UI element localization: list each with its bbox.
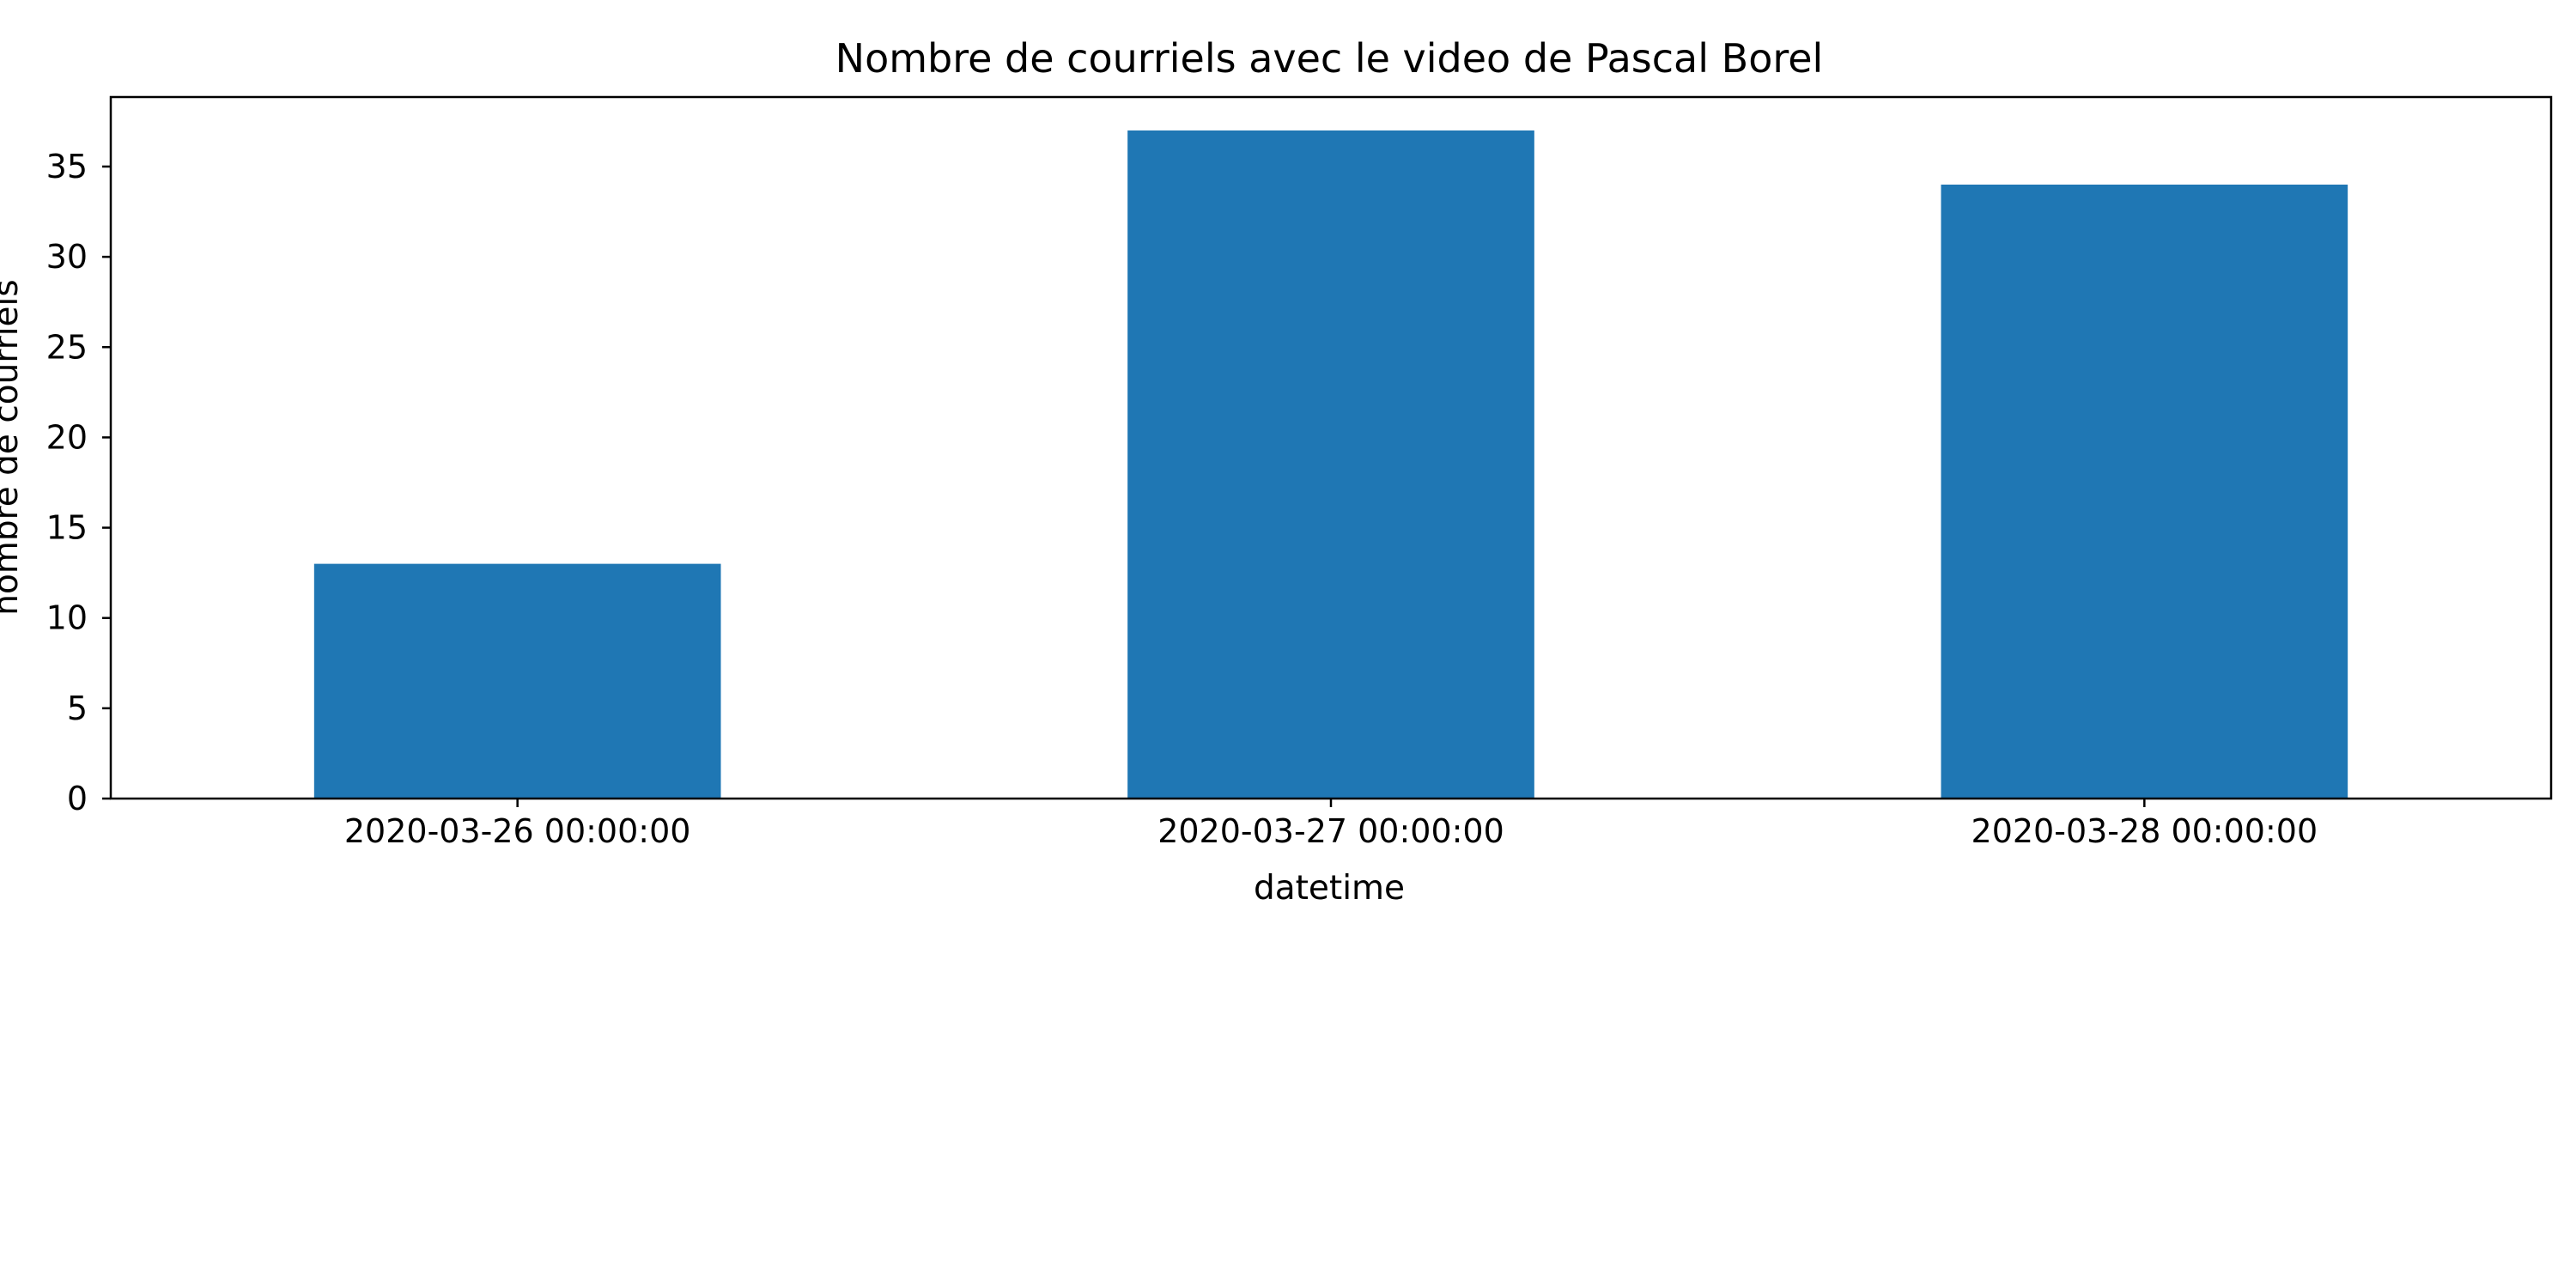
y-tick-label-4: 20 xyxy=(46,418,88,456)
x-tick-label-1: 2020-03-27 00:00:00 xyxy=(1157,812,1504,850)
y-tick-label-1: 5 xyxy=(67,690,88,727)
bar-2 xyxy=(1941,184,2348,799)
y-tick-label-5: 25 xyxy=(46,328,88,366)
bar-1 xyxy=(1127,130,1534,799)
y-axis-label: nombre de courriels xyxy=(0,279,26,615)
x-axis-ticks: 2020-03-26 00:00:00 2020-03-27 00:00:00 20… xyxy=(344,799,2318,850)
y-tick-label-2: 10 xyxy=(46,599,88,637)
chart-title: Nombre de courriels avec le video de Pas… xyxy=(835,35,1824,82)
y-tick-label-7: 35 xyxy=(46,148,88,185)
x-tick-label-0: 2020-03-26 00:00:00 xyxy=(344,812,691,850)
y-axis-ticks: 0 5 10 15 20 25 30 35 xyxy=(46,148,111,817)
y-tick-label-0: 0 xyxy=(67,780,88,817)
bars-group xyxy=(313,130,2348,799)
bar-0 xyxy=(313,563,721,799)
plot-frame xyxy=(109,95,2553,800)
x-tick-label-2: 2020-03-28 00:00:00 xyxy=(1971,812,2318,850)
x-axis-label: datetime xyxy=(1254,869,1405,908)
y-tick-label-3: 15 xyxy=(46,509,88,547)
y-tick-label-6: 30 xyxy=(46,238,88,276)
